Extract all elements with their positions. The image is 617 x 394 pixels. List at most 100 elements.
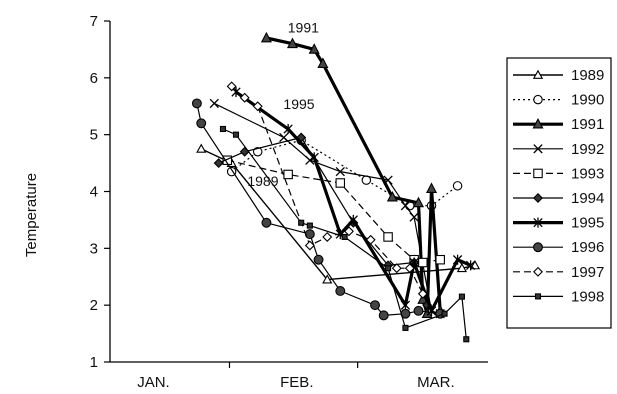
x-axis-ticks: JAN. FEB. MAR. [137,362,455,391]
legend-box [506,57,612,329]
data-point [335,178,346,188]
series-layer [191,31,481,343]
y-tick-label: 1 [90,354,98,371]
series-line [218,136,428,306]
data-point [239,146,250,157]
legend-item: 1991 [513,116,604,133]
y-tick-label: 4 [90,184,98,201]
data-point [400,201,411,211]
x-tick-label: JAN. [137,374,170,391]
data-point [286,37,299,49]
data-point [252,101,263,112]
legend: 1989 1990 1991 1992 1993 1994 1995 1996 1997 1998 [506,57,612,329]
legend-label: 1995 [571,215,604,232]
data-point [322,274,333,284]
legend-label: 1996 [571,239,604,256]
data-point [404,263,415,274]
data-point [304,240,315,251]
legend-label: 1994 [571,190,604,207]
data-point [400,300,411,311]
annotation-label: 1989 [247,173,278,189]
data-point [412,196,425,208]
legend-label: 1990 [571,92,604,109]
data-point [261,217,272,228]
data-point [304,229,315,240]
data-point [283,169,293,180]
legend-marker [532,69,544,79]
legend-item: 1995 [513,215,604,232]
data-point [196,143,207,153]
data-point [298,219,305,226]
legend-marker [532,117,544,129]
series-line [231,85,424,295]
data-point [441,310,448,317]
legend-marker [534,293,542,300]
data-point [413,305,424,316]
y-tick-label: 7 [90,13,98,30]
data-point [191,98,202,109]
data-point [260,31,272,43]
data-point [343,226,354,237]
data-point [209,98,219,109]
x-tick-label: FEB. [280,374,313,391]
x-tick-label: MAR. [417,374,455,391]
data-point [279,132,289,143]
legend-label: 1997 [571,264,604,281]
data-point [365,234,376,245]
data-point [425,182,438,193]
data-point [313,254,324,265]
data-point [391,263,402,274]
data-point [226,81,237,92]
legend-label: 1989 [571,67,604,84]
y-tick-label: 5 [90,127,98,144]
data-point [452,254,463,265]
series-1992 [209,98,445,319]
data-point [213,158,224,169]
legend-item: 1990 [513,92,604,109]
series-1998 [219,125,470,343]
data-point [383,232,393,242]
data-point [335,285,346,296]
data-point [219,125,227,133]
data-point [348,214,358,225]
legend-marker [533,94,543,105]
series-line [266,36,442,316]
y-axis-title: Temperature [23,173,40,257]
legend-marker [533,144,543,154]
data-point [322,231,333,242]
data-point [196,118,207,129]
data-point [317,57,329,68]
data-point [417,288,428,299]
data-point [452,181,463,191]
data-point [283,123,293,135]
legend-item: 1992 [513,141,604,158]
legend-label: 1993 [571,165,604,182]
annotations: 1991 1995 1989 [247,19,319,188]
data-point [409,212,419,222]
data-point [222,155,233,165]
y-tick-label: 3 [90,240,98,257]
legend-marker [533,217,543,228]
data-point [252,146,263,157]
data-point [418,257,428,268]
legend-item: 1996 [513,239,604,256]
legend-marker [533,266,543,277]
y-axis-ticks: 1 2 3 4 5 6 7 [90,13,110,371]
data-point [309,152,319,163]
annotation-label: 1995 [283,96,314,112]
series-1997 [226,81,428,299]
data-point [335,166,345,177]
legend-marker [533,168,543,179]
legend-marker [533,193,543,203]
data-point [308,43,320,54]
data-point [383,175,393,185]
y-tick-label: 6 [90,70,98,87]
data-point [402,324,409,331]
data-point [465,260,476,271]
data-point [232,131,240,138]
data-point [385,265,392,272]
data-point [239,92,250,103]
legend-item: 1993 [513,165,604,182]
data-point [306,222,313,229]
